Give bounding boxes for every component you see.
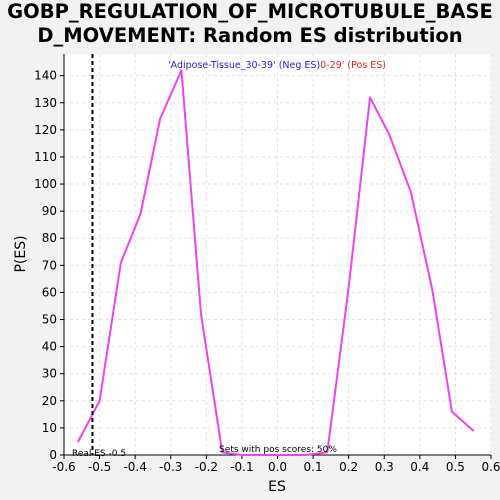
x-tick-label: 0.1 xyxy=(304,460,323,474)
data-point xyxy=(77,440,80,443)
x-tick-label: -0.3 xyxy=(159,460,182,474)
x-tick-label: -0.5 xyxy=(88,460,111,474)
x-tick-label: 0.5 xyxy=(446,460,465,474)
x-tick-label: -0.1 xyxy=(230,460,253,474)
y-tick-label: 20 xyxy=(42,394,57,408)
data-point xyxy=(431,288,434,291)
x-tick-label: 0.4 xyxy=(410,460,429,474)
data-point xyxy=(410,191,412,194)
data-point xyxy=(347,286,350,288)
data-point xyxy=(326,451,329,454)
y-tick-label: 60 xyxy=(42,285,57,299)
y-axis-label: P(ES) xyxy=(13,235,29,272)
x-tick-label: 0.6 xyxy=(481,460,500,474)
y-tick-label: 0 xyxy=(49,448,57,462)
data-point xyxy=(283,454,286,456)
data-point xyxy=(262,454,265,456)
y-tick-label: 110 xyxy=(34,150,57,164)
legend-pos-es: 0-29' (Pos ES) xyxy=(320,60,386,71)
data-point xyxy=(139,212,142,215)
y-axis-ticks: 0 10 20 30 40 50 60 70 80 90 100 110 120 130 140 xyxy=(34,69,64,462)
legend-neg-es: 'Adipose-Tissue_30-39' (Neg ES) xyxy=(168,60,320,71)
legend: 'Adipose-Tissue_30-39' (Neg ES)0-29' (Po… xyxy=(168,60,386,71)
data-point xyxy=(159,118,161,120)
data-point xyxy=(98,399,101,402)
data-point xyxy=(388,134,391,137)
y-tick-label: 50 xyxy=(42,313,57,327)
y-tick-label: 140 xyxy=(34,69,57,83)
y-tick-label: 120 xyxy=(34,123,57,137)
data-point xyxy=(472,429,475,432)
y-tick-label: 30 xyxy=(42,367,57,381)
y-tick-label: 80 xyxy=(42,231,57,245)
data-point xyxy=(369,96,371,99)
y-tick-label: 70 xyxy=(42,258,57,272)
x-tick-label: -0.6 xyxy=(52,460,75,474)
x-tick-label: 0.3 xyxy=(375,460,394,474)
data-point xyxy=(221,451,224,454)
x-tick-label: -0.2 xyxy=(195,460,218,474)
x-axis-ticks: -0.6 -0.5 -0.4 -0.3 -0.2 -0.1 0.0 0.1 0.2 0.3 0.4 0… xyxy=(52,455,500,474)
x-tick-label: 0.2 xyxy=(339,460,358,474)
y-tick-label: 100 xyxy=(34,177,57,191)
es-distribution-line xyxy=(77,69,474,456)
data-point xyxy=(305,454,307,456)
y-tick-label: 40 xyxy=(42,340,57,354)
series-group xyxy=(77,69,475,456)
data-point xyxy=(241,454,243,456)
x-tick-label: -0.4 xyxy=(123,460,146,474)
real-es-label: Real ES -0.5 xyxy=(72,449,126,459)
data-point xyxy=(120,261,122,264)
data-point xyxy=(200,313,202,316)
chart-title: GOBP_REGULATION_OF_MICROTUBULE_BASE D_MO… xyxy=(7,0,493,47)
data-point xyxy=(180,69,183,72)
y-tick-label: 90 xyxy=(42,204,57,218)
x-axis-label: ES xyxy=(268,479,286,495)
data-point xyxy=(450,410,453,413)
x-tick-label: 0.0 xyxy=(268,460,287,474)
pos-scores-annotation: Sets with pos scores: 50% xyxy=(219,445,337,455)
y-tick-label: 130 xyxy=(34,96,57,110)
real-es-group: Real ES -0.5 xyxy=(72,54,126,459)
y-tick-label: 10 xyxy=(42,421,57,435)
